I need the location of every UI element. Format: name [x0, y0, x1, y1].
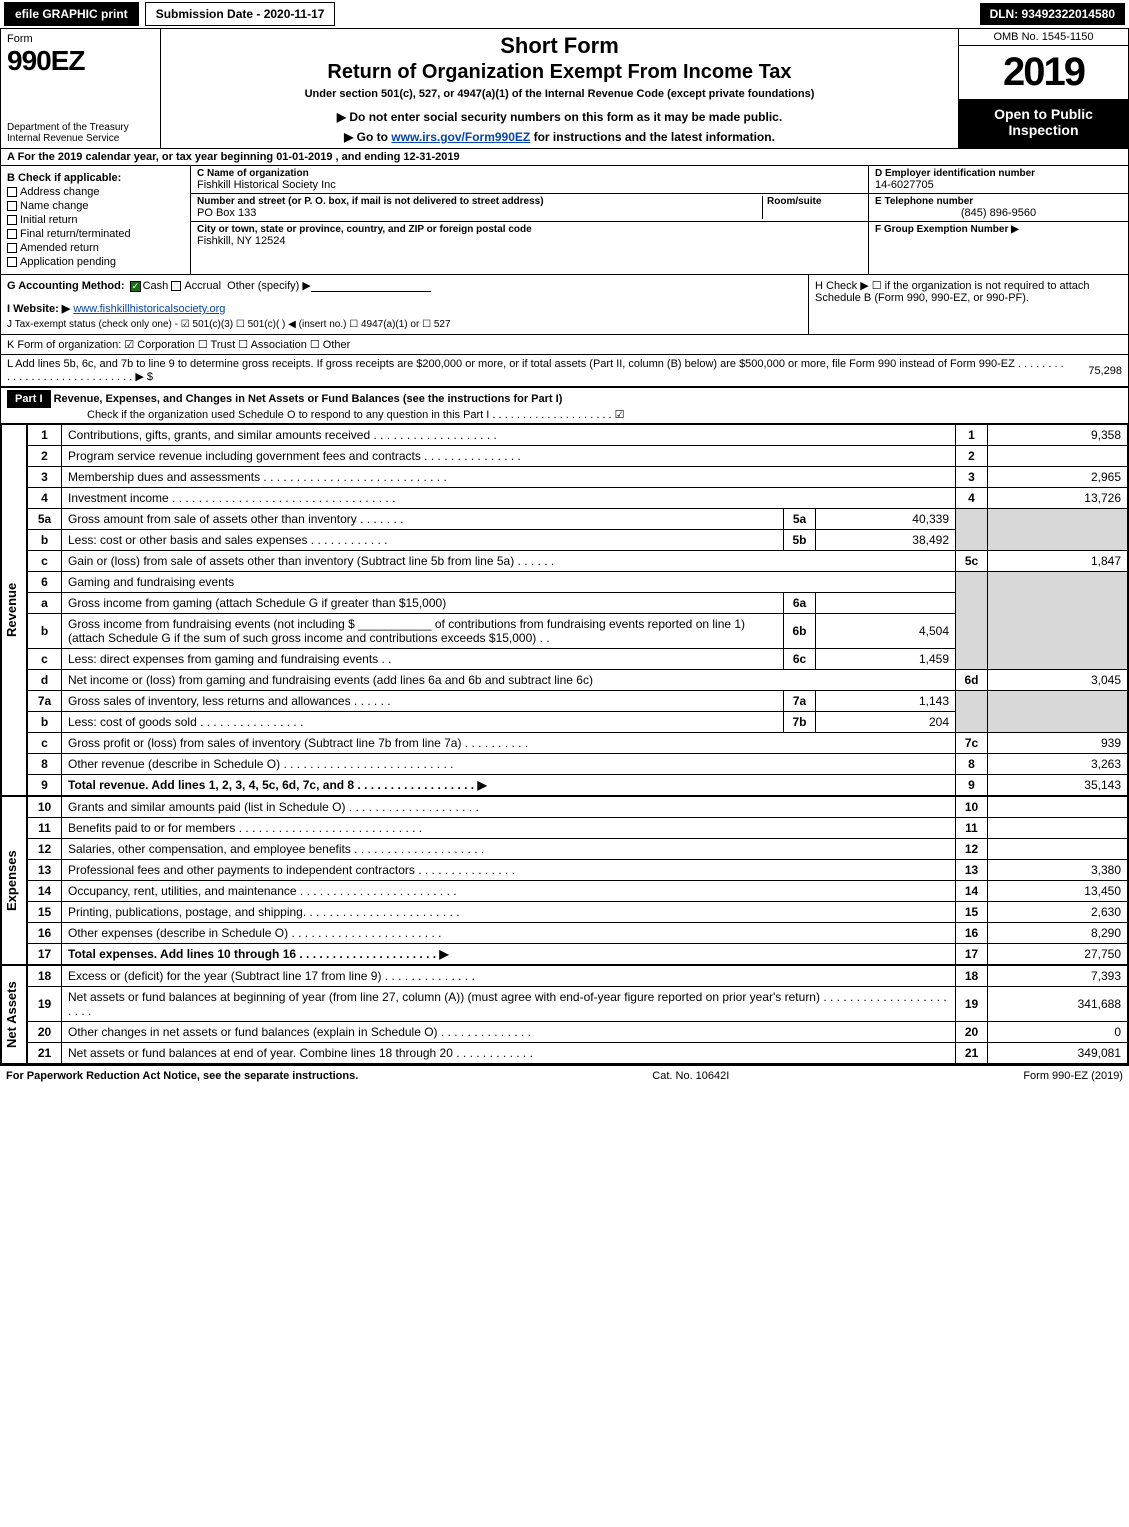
phone-value: (845) 896-9560: [875, 207, 1122, 219]
gross-receipts-value: 75,298: [1088, 365, 1122, 377]
line-2: 2Program service revenue including gover…: [28, 446, 1128, 467]
entity-block: B Check if applicable: Address change Na…: [1, 166, 1128, 275]
chk-name-change[interactable]: Name change: [7, 200, 184, 212]
chk-amended-return[interactable]: Amended return: [7, 242, 184, 254]
box-b-check: B Check if applicable: Address change Na…: [1, 166, 191, 274]
title-return: Return of Organization Exempt From Incom…: [169, 61, 950, 84]
line-13: 13Professional fees and other payments t…: [28, 860, 1128, 881]
footer-left: For Paperwork Reduction Act Notice, see …: [6, 1070, 358, 1082]
part-i-header: Part I Revenue, Expenses, and Changes in…: [1, 387, 1128, 424]
org-address-cell: Number and street (or P. O. box, if mail…: [191, 194, 868, 222]
tax-year: 2019: [959, 46, 1128, 100]
line-21: 21Net assets or fund balances at end of …: [28, 1043, 1128, 1064]
line-9: 9Total revenue. Add lines 1, 2, 3, 4, 5c…: [28, 775, 1128, 796]
row-a-tax-year: A For the 2019 calendar year, or tax yea…: [1, 149, 1128, 166]
line-18: 18Excess or (deficit) for the year (Subt…: [28, 966, 1128, 987]
line-8: 8Other revenue (describe in Schedule O) …: [28, 754, 1128, 775]
line-15: 15Printing, publications, postage, and s…: [28, 902, 1128, 923]
box-f: F Group Exemption Number ▶: [869, 222, 1128, 237]
netassets-table: 18Excess or (deficit) for the year (Subt…: [27, 965, 1128, 1064]
form-word: Form: [7, 33, 154, 45]
omb-number: OMB No. 1545-1150: [959, 29, 1128, 46]
page-footer: For Paperwork Reduction Act Notice, see …: [0, 1065, 1129, 1086]
line-1: 1Contributions, gifts, grants, and simil…: [28, 425, 1128, 446]
line-5a: 5aGross amount from sale of assets other…: [28, 509, 1128, 530]
ein-value: 14-6027705: [875, 179, 1122, 191]
part-i-check: Check if the organization used Schedule …: [7, 409, 625, 421]
box-c: C Name of organization Fishkill Historic…: [191, 166, 868, 274]
row-g: G Accounting Method: Cash Accrual Other …: [1, 275, 808, 334]
website-link[interactable]: www.fishkillhistoricalsociety.org: [73, 303, 225, 315]
line-7a: 7aGross sales of inventory, less returns…: [28, 691, 1128, 712]
irs-link[interactable]: www.irs.gov/Form990EZ: [391, 130, 530, 144]
org-city: Fishkill, NY 12524: [197, 235, 862, 247]
chk-initial-return[interactable]: Initial return: [7, 214, 184, 226]
line-10: 10Grants and similar amounts paid (list …: [28, 797, 1128, 818]
goto-link-row: ▶ Go to www.irs.gov/Form990EZ for instru…: [169, 130, 950, 144]
box-b-title: B Check if applicable:: [7, 172, 184, 184]
line-4: 4Investment income . . . . . . . . . . .…: [28, 488, 1128, 509]
org-city-cell: City or town, state or province, country…: [191, 222, 868, 249]
line-5c: cGain or (loss) from sale of assets othe…: [28, 551, 1128, 572]
line-20: 20Other changes in net assets or fund ba…: [28, 1022, 1128, 1043]
box-e: E Telephone number (845) 896-9560: [869, 194, 1128, 222]
netassets-section: Net Assets 18Excess or (deficit) for the…: [1, 965, 1128, 1064]
boxes-d-e-f: D Employer identification number 14-6027…: [868, 166, 1128, 274]
header-center: Short Form Return of Organization Exempt…: [161, 29, 958, 148]
title-under-section: Under section 501(c), 527, or 4947(a)(1)…: [169, 88, 950, 100]
row-l: L Add lines 5b, 6c, and 7b to line 9 to …: [1, 355, 1128, 387]
line-14: 14Occupancy, rent, utilities, and mainte…: [28, 881, 1128, 902]
header-right: OMB No. 1545-1150 2019 Open to Public In…: [958, 29, 1128, 148]
efile-print-button[interactable]: efile GRAPHIC print: [4, 2, 139, 26]
row-k: K Form of organization: ☑ Corporation ☐ …: [1, 335, 1128, 355]
line-12: 12Salaries, other compensation, and empl…: [28, 839, 1128, 860]
line-19: 19Net assets or fund balances at beginni…: [28, 987, 1128, 1022]
org-name: Fishkill Historical Society Inc: [197, 179, 862, 191]
top-bar: efile GRAPHIC print Submission Date - 20…: [0, 0, 1129, 28]
expenses-table: 10Grants and similar amounts paid (list …: [27, 796, 1128, 965]
revenue-table: 1Contributions, gifts, grants, and simil…: [27, 424, 1128, 796]
dept-treasury: Department of the Treasury Internal Reve…: [7, 122, 154, 144]
org-name-cell: C Name of organization Fishkill Historic…: [191, 166, 868, 194]
open-to-public: Open to Public Inspection: [959, 100, 1128, 148]
netassets-tab: Net Assets: [1, 965, 27, 1064]
revenue-tab: Revenue: [1, 424, 27, 796]
line-7c: cGross profit or (loss) from sales of in…: [28, 733, 1128, 754]
line-11: 11Benefits paid to or for members . . . …: [28, 818, 1128, 839]
form-frame: Form 990EZ Department of the Treasury In…: [0, 28, 1129, 1065]
part-i-title: Revenue, Expenses, and Changes in Net As…: [54, 393, 563, 405]
line-6: 6Gaming and fundraising events: [28, 572, 1128, 593]
dln-badge: DLN: 93492322014580: [980, 3, 1125, 25]
row-i: I Website: ▶ www.fishkillhistoricalsocie…: [7, 302, 802, 315]
revenue-section: Revenue 1Contributions, gifts, grants, a…: [1, 424, 1128, 796]
expenses-tab: Expenses: [1, 796, 27, 965]
header-left: Form 990EZ Department of the Treasury In…: [1, 29, 161, 148]
form-number: 990EZ: [7, 45, 154, 77]
org-address: PO Box 133: [197, 207, 762, 219]
title-short-form: Short Form: [169, 33, 950, 59]
footer-mid: Cat. No. 10642I: [652, 1070, 729, 1082]
ssn-warning: ▶ Do not enter social security numbers o…: [169, 110, 950, 124]
form-header: Form 990EZ Department of the Treasury In…: [1, 29, 1128, 149]
row-j: J Tax-exempt status (check only one) - ☑…: [7, 319, 802, 330]
line-6d: dNet income or (loss) from gaming and fu…: [28, 670, 1128, 691]
expenses-section: Expenses 10Grants and similar amounts pa…: [1, 796, 1128, 965]
line-16: 16Other expenses (describe in Schedule O…: [28, 923, 1128, 944]
row-h: H Check ▶ ☐ if the organization is not r…: [808, 275, 1128, 334]
box-d: D Employer identification number 14-6027…: [869, 166, 1128, 194]
chk-accrual[interactable]: [171, 281, 181, 291]
footer-right: Form 990-EZ (2019): [1023, 1070, 1123, 1082]
part-i-badge: Part I: [7, 390, 51, 408]
chk-final-return[interactable]: Final return/terminated: [7, 228, 184, 240]
row-g-h: G Accounting Method: Cash Accrual Other …: [1, 275, 1128, 335]
submission-date-button[interactable]: Submission Date - 2020-11-17: [145, 2, 336, 26]
line-3: 3Membership dues and assessments . . . .…: [28, 467, 1128, 488]
chk-application-pending[interactable]: Application pending: [7, 256, 184, 268]
line-17: 17Total expenses. Add lines 10 through 1…: [28, 944, 1128, 965]
chk-address-change[interactable]: Address change: [7, 186, 184, 198]
chk-cash[interactable]: [130, 281, 141, 292]
